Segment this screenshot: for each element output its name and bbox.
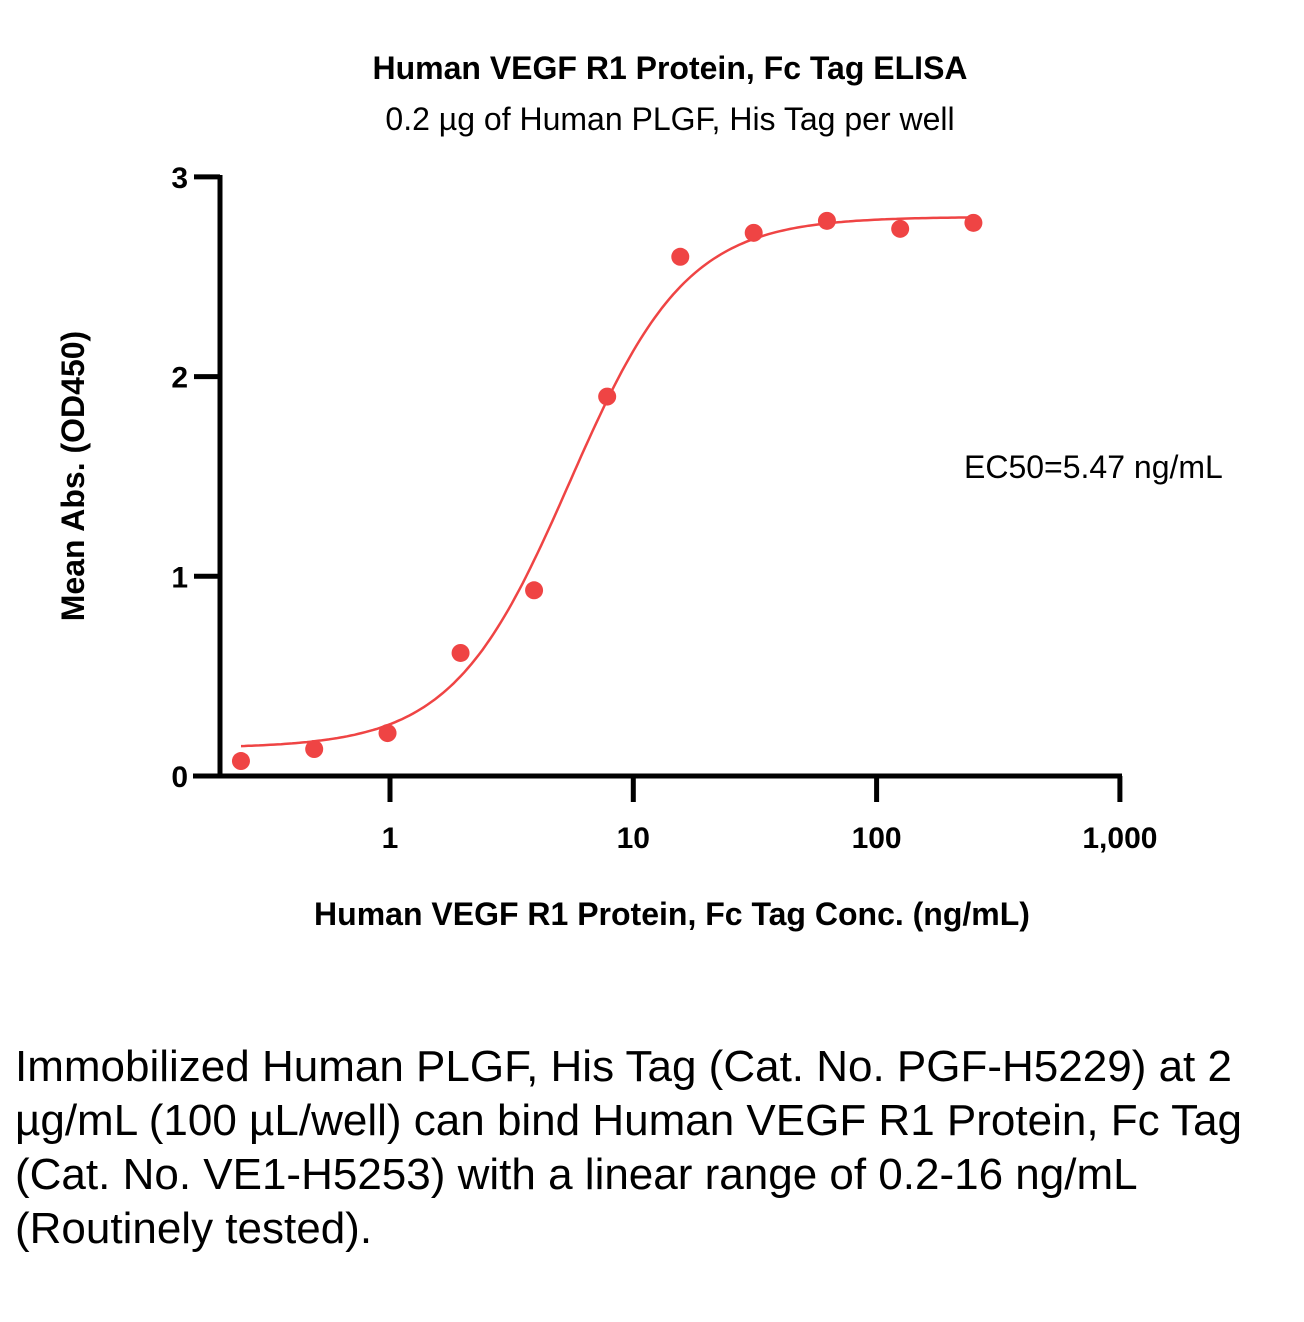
data-point [525, 581, 544, 600]
data-point [671, 247, 690, 266]
data-point [964, 213, 983, 232]
y-tick-label: 2 [171, 362, 188, 395]
x-tick-label: 1 [382, 822, 399, 855]
y-axis-label: Mean Abs. (OD450) [55, 331, 91, 621]
x-tick-label: 100 [852, 822, 902, 855]
fit-curve [240, 216, 974, 748]
data-point [378, 724, 397, 743]
y-tick-label: 0 [171, 761, 188, 794]
y-tick-label: 3 [171, 162, 188, 195]
data-point [305, 740, 324, 759]
ec50-annotation: EC50=5.47 ng/mL [964, 449, 1223, 485]
data-point [891, 219, 910, 238]
data-point [231, 752, 250, 771]
data-point [744, 223, 763, 242]
x-axis-label: Human VEGF R1 Protein, Fc Tag Conc. (ng/… [314, 896, 1030, 932]
chart-subtitle: 0.2 µg of Human PLGF, His Tag per well [385, 101, 954, 137]
chart-title: Human VEGF R1 Protein, Fc Tag ELISA [372, 50, 967, 86]
data-point [817, 211, 836, 230]
x-tick-label: 1,000 [1082, 822, 1157, 855]
x-tick-label: 10 [617, 822, 650, 855]
figure-caption: Immobilized Human PLGF, His Tag (Cat. No… [15, 1042, 1243, 1253]
data-point [451, 643, 470, 662]
y-tick-label: 1 [171, 561, 188, 594]
elisa-chart: Human VEGF R1 Protein, Fc Tag ELISA 0.2 … [55, 50, 1223, 932]
data-point [598, 387, 617, 406]
